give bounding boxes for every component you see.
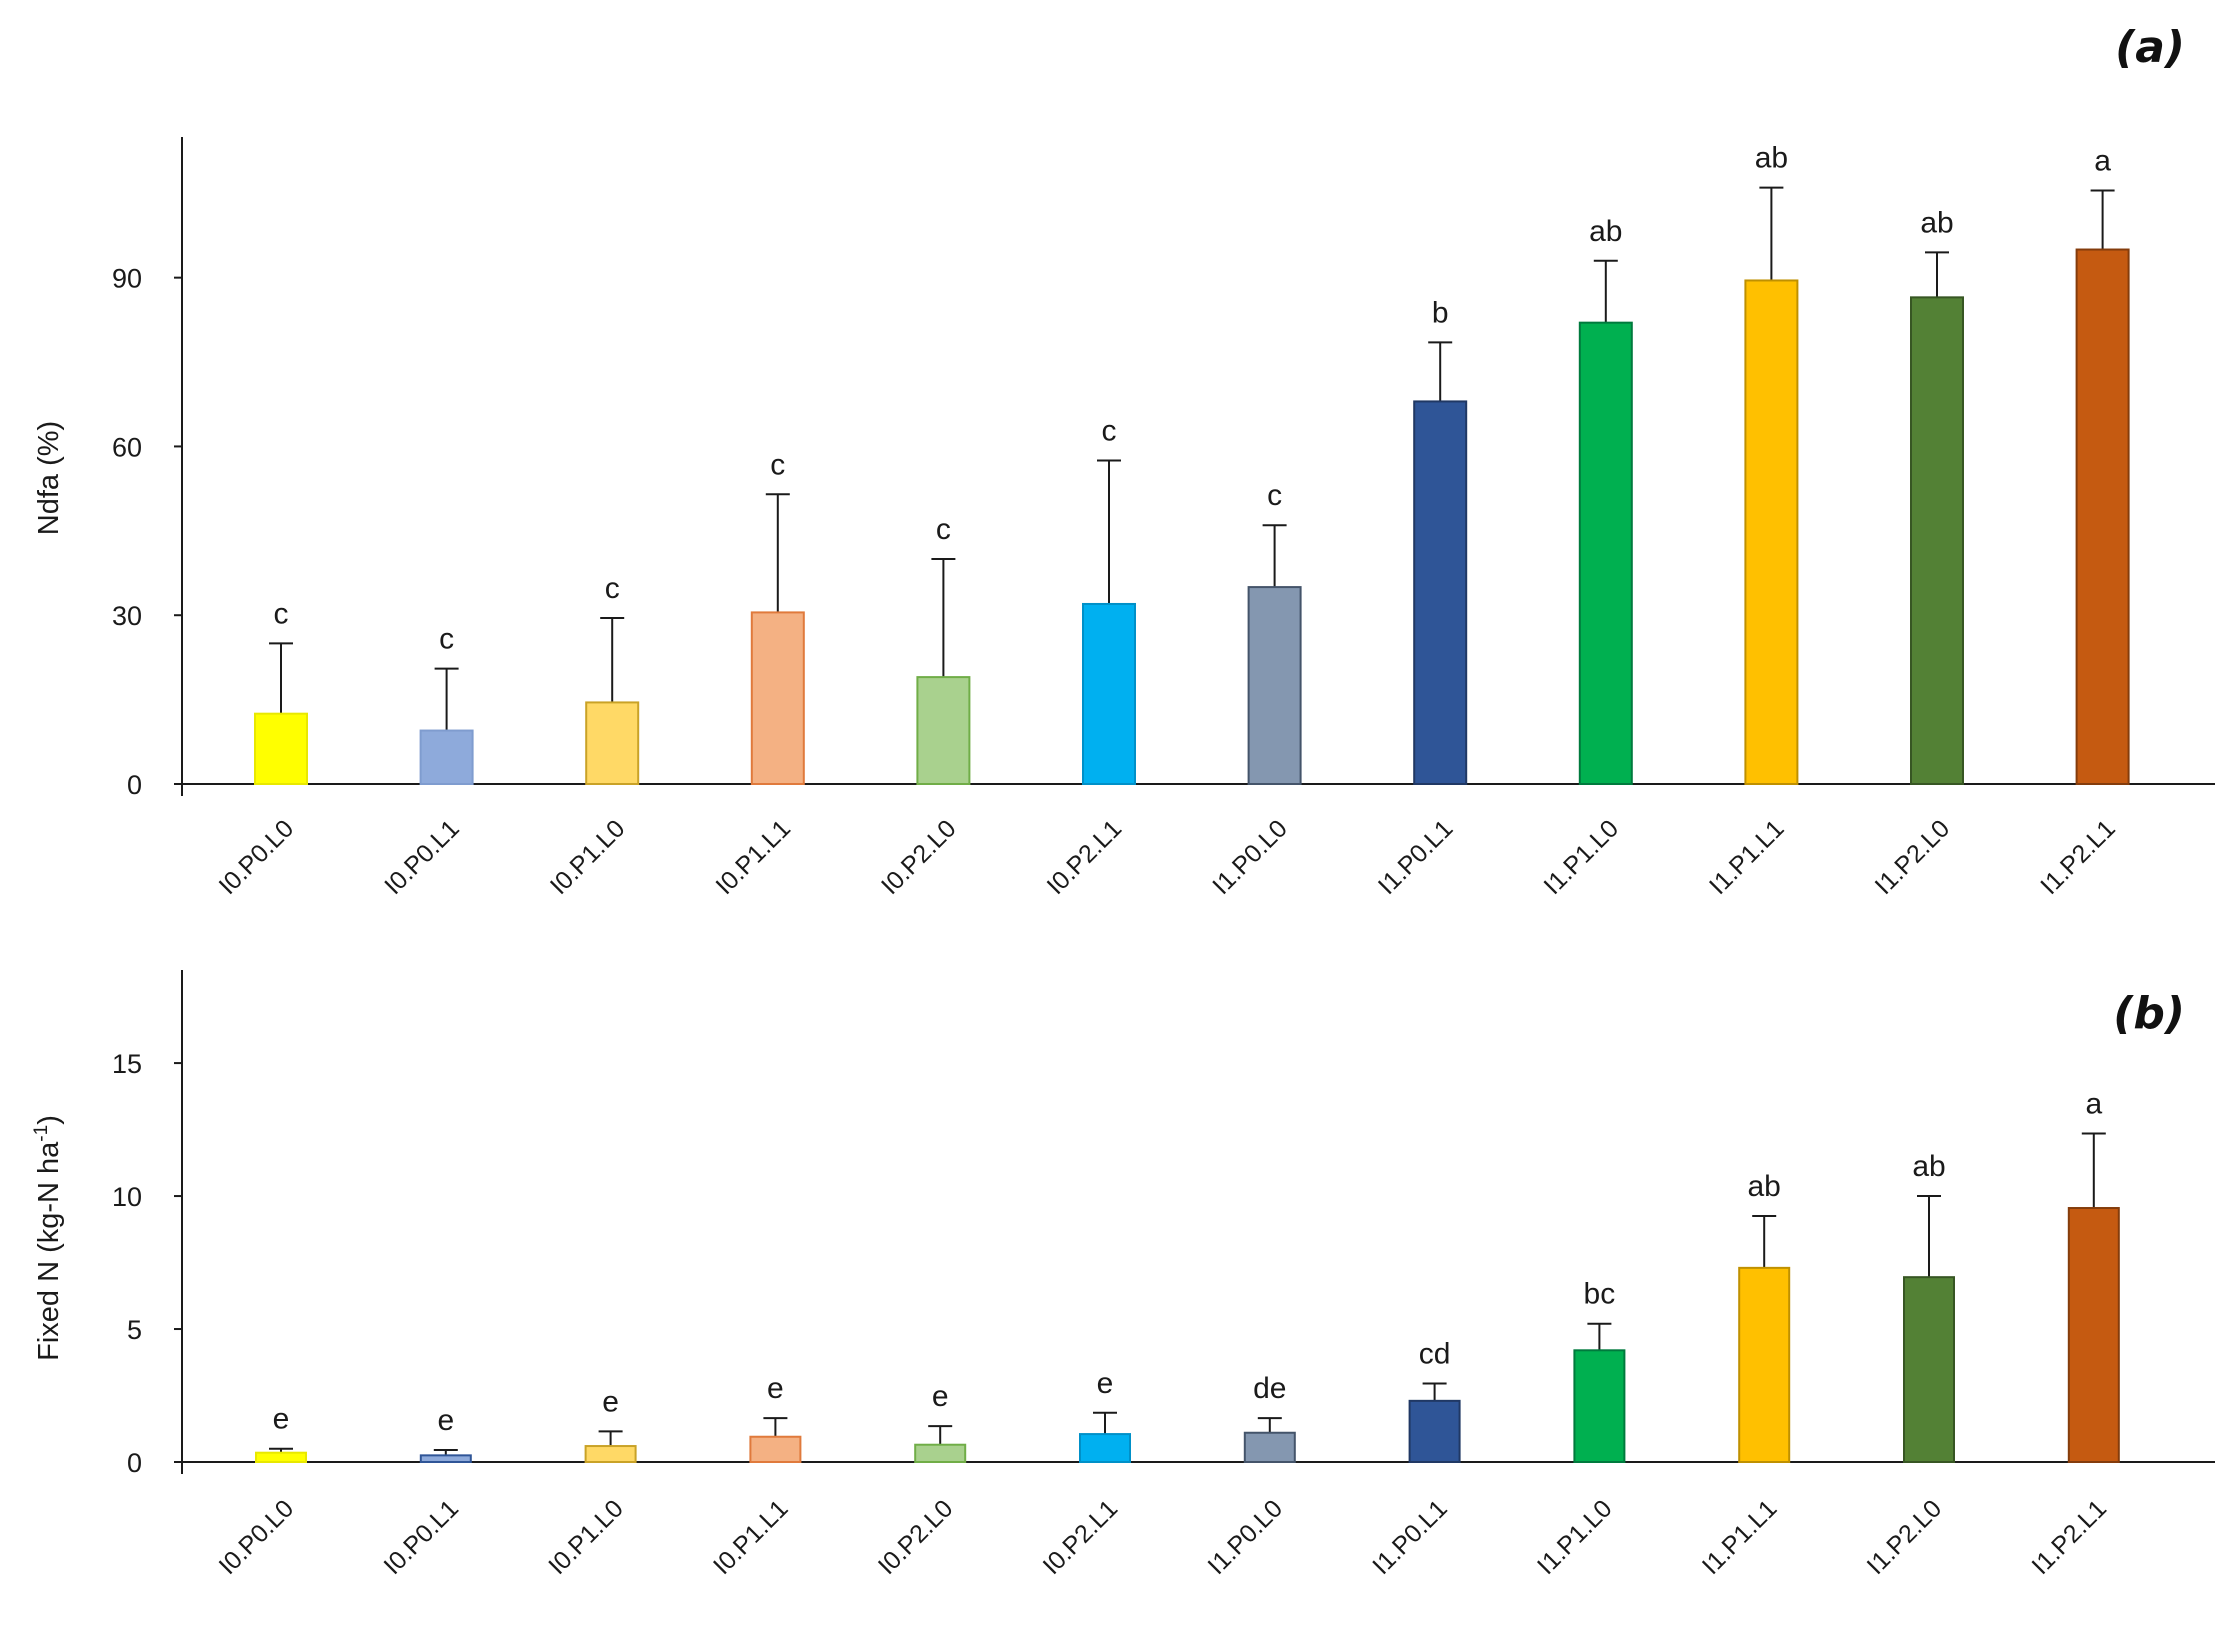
panel-a-bar-I0.P1.L1 (750, 611, 805, 786)
panel-a-significance-letter: a (2094, 144, 2111, 177)
panel-a-category-label: I0.P1.L1 (710, 814, 796, 900)
panel-b-significance-letter: ab (1912, 1150, 1945, 1183)
panel-a-category-label: I0.P1.L0 (545, 814, 631, 900)
panel-b-ylabel: Fixed N (kg-N ha-1) (31, 1115, 65, 1361)
panel-a-bar-I0.P0.L1 (419, 729, 474, 786)
panel-a-significance-letter: ab (1920, 206, 1953, 239)
panel-a-bar-I1.P0.L0 (1247, 586, 1302, 786)
panel-a-significance-letter: b (1432, 296, 1449, 329)
panel-a-bar-I1.P2.L0 (1910, 296, 1964, 785)
panel-b-significance-letter: a (2085, 1088, 2102, 1121)
panel-b-significance-letter: e (767, 1372, 784, 1405)
panel-a-significance-letter: c (439, 623, 454, 656)
panel-a-y-tick-label: 60 (112, 432, 142, 462)
panel-a-category-label: I1.P0.L1 (1373, 814, 1459, 900)
panel-a-category-label: I0.P0.L0 (214, 814, 300, 900)
panel-b-y-tick-label: 5 (127, 1315, 142, 1345)
panel-a-bar-I0.P2.L1 (1082, 602, 1136, 785)
panel-b-bars: e e e e e e de cd bc ab ab a (255, 1088, 2120, 1464)
panel-a-significance-letter: c (1267, 479, 1282, 512)
panel-b-significance-letter: e (1097, 1367, 1114, 1400)
panel-a-bar-I1.P2.L1 (2075, 248, 2130, 786)
panel-b-significance-letter: e (602, 1385, 619, 1418)
panel-b-bar-I1.P1.L1 (1738, 1266, 1791, 1464)
panel-a-category-label: I0.P0.L1 (379, 814, 465, 900)
panel-b-bar-I1.P2.L1 (2067, 1207, 2120, 1463)
panel-b-category-label: I0.P1.L0 (543, 1494, 629, 1580)
panel-b-category-label: I0.P0.L1 (378, 1494, 464, 1580)
panel-b-significance-letter: e (437, 1404, 454, 1437)
panel-b-category-label: I1.P0.L0 (1202, 1494, 1288, 1580)
panel-a: (a) Ndfa (%) 0 30 60 90 I0.P0.L0 I0.P0.L1 I0.P… (33, 22, 2215, 900)
panel-b-significance-letter: e (273, 1403, 290, 1436)
panel-a-y-tick-label: 90 (112, 264, 142, 294)
panel-b-category-label: I0.P2.L0 (873, 1494, 959, 1580)
panel-a-significance-letter: ab (1589, 215, 1622, 248)
panel-a-category-label: I1.P2.L0 (1870, 814, 1956, 900)
panel-a-bar-I1.P1.L0 (1578, 321, 1633, 785)
panel-a-bar-I1.P0.L1 (1413, 400, 1468, 785)
panel-b-significance-letter: e (932, 1380, 949, 1413)
panel-b-ylabel-main: Fixed N (kg-N ha (33, 1141, 65, 1361)
panel-a-significance-letter: c (770, 448, 785, 481)
panel-b-bar-I0.P1.L0 (584, 1445, 637, 1463)
panel-a-category-label: I0.P2.L0 (876, 814, 962, 900)
panel-a-significance-letter: c (605, 572, 620, 605)
panel-b-bar-I0.P1.L1 (749, 1435, 802, 1463)
panel-b-category-label: I1.P2.L0 (1862, 1494, 1948, 1580)
panel-b-significance-letter: cd (1419, 1338, 1451, 1371)
panel-a-category-label: I1.P2.L1 (2035, 814, 2121, 900)
panel-a-significance-letter: ab (1755, 142, 1788, 175)
panel-b-axes: 0 5 10 15 I0.P0.L0 I0.P0.L1 I0.P1.L0 I0.P1.L1 I0… (112, 970, 2215, 1580)
panel-a-bars: c c c c c c c b ab ab ab a (254, 142, 2130, 786)
panel-a-bar-I0.P2.L0 (916, 676, 971, 786)
panel-b-bar-I1.P1.L0 (1573, 1349, 1626, 1464)
panel-b-bar-I1.P2.L0 (1903, 1276, 1955, 1464)
panel-a-category-label: I0.P2.L1 (1042, 814, 1128, 900)
panel-b-y-tick-label: 0 (127, 1448, 142, 1478)
panel-b-label: (b) (2113, 988, 2185, 1039)
panel-a-significance-letter: c (274, 597, 289, 630)
panel-b-ylabel-end: ) (33, 1115, 65, 1125)
panel-b-category-label: I0.P0.L0 (214, 1494, 300, 1580)
panel-a-category-label: I1.P1.L1 (1704, 814, 1790, 900)
panel-b-y-tick-label: 10 (112, 1182, 142, 1212)
panel-b-bar-I0.P2.L0 (914, 1443, 967, 1463)
panel-b-significance-letter: bc (1584, 1278, 1616, 1311)
panel-b-bar-I1.P0.L1 (1408, 1399, 1461, 1463)
panel-a-significance-letter: c (936, 513, 951, 546)
panel-b-bar-I0.P0.L1 (419, 1454, 472, 1463)
panel-b-ylabel-sup: -1 (31, 1125, 52, 1142)
panel-b-category-label: I0.P1.L1 (708, 1494, 794, 1580)
panel-b-category-label: I1.P1.L0 (1532, 1494, 1618, 1580)
panel-a-bar-I1.P1.L1 (1744, 279, 1799, 785)
panel-a-bar-I0.P1.L0 (585, 701, 640, 786)
panel-b-y-tick-label: 15 (112, 1049, 142, 1079)
panel-a-label: (a) (2115, 22, 2185, 73)
panel-b-significance-letter: de (1253, 1372, 1286, 1405)
panel-a-significance-letter: c (1102, 415, 1117, 448)
panel-b-bar-I0.P0.L0 (255, 1451, 307, 1464)
panel-b: (b) Fixed N (kg-N ha-1) 0 5 10 15 I0.P0.L0 I0… (31, 970, 2215, 1580)
panel-b-bar-I0.P2.L1 (1079, 1433, 1131, 1464)
panel-b-category-label: I0.P2.L1 (1038, 1494, 1124, 1580)
panel-a-y-tick-label: 0 (127, 770, 142, 800)
panel-b-category-label: I1.P0.L1 (1367, 1494, 1453, 1580)
panel-b-significance-letter: ab (1748, 1170, 1781, 1203)
panel-b-bar-I1.P0.L0 (1243, 1431, 1296, 1464)
panel-a-category-label: I1.P1.L0 (1538, 814, 1624, 900)
panel-a-bar-I0.P0.L0 (254, 712, 308, 785)
panel-b-category-label: I1.P1.L1 (1697, 1494, 1783, 1580)
panel-a-axes: 0 30 60 90 I0.P0.L0 I0.P0.L1 I0.P1.L0 I0.P1.L1 I… (112, 137, 2215, 900)
panel-b-category-label: I1.P2.L1 (2026, 1494, 2112, 1580)
panel-a-y-tick-label: 30 (112, 601, 142, 631)
panel-a-ylabel: Ndfa (%) (33, 421, 65, 535)
panel-a-category-label: I1.P0.L0 (1207, 814, 1293, 900)
